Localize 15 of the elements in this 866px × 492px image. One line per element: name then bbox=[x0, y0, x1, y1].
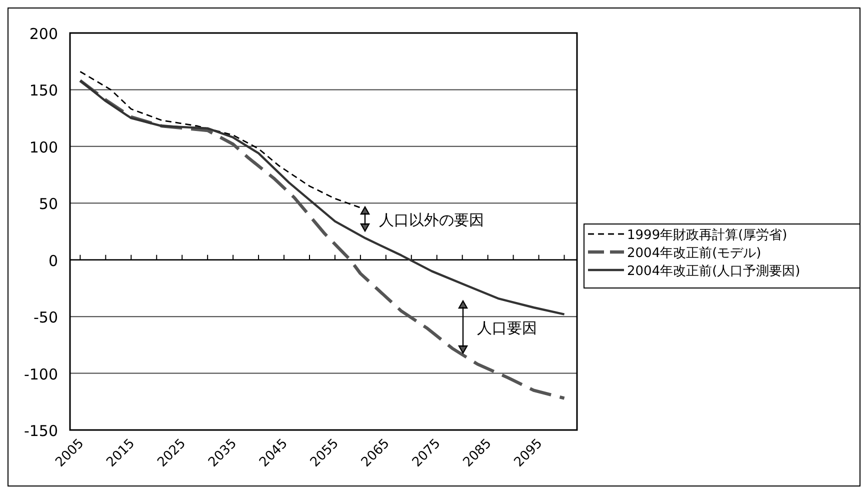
legend-label: 2004年改正前(人口予測要因) bbox=[627, 264, 800, 279]
y-tick-label: -50 bbox=[34, 308, 58, 327]
y-tick-label: 200 bbox=[29, 25, 58, 43]
legend-label: 2004年改正前(モデル) bbox=[627, 246, 762, 261]
line-series bbox=[78, 79, 566, 400]
annotation: 人口要因 bbox=[477, 319, 537, 337]
y-tick-label: 0 bbox=[48, 252, 58, 270]
y-tick-label: -100 bbox=[24, 365, 58, 384]
y-tick-label: 100 bbox=[29, 138, 58, 156]
y-tick-label: -150 bbox=[24, 422, 58, 440]
legend-label: 1999年財政再計算(厚労省) bbox=[627, 228, 788, 243]
y-tick-label: 150 bbox=[29, 82, 58, 100]
annotation: 人口以外の要因 bbox=[379, 211, 484, 229]
line-series bbox=[79, 80, 566, 316]
y-tick-label: 50 bbox=[38, 195, 58, 214]
